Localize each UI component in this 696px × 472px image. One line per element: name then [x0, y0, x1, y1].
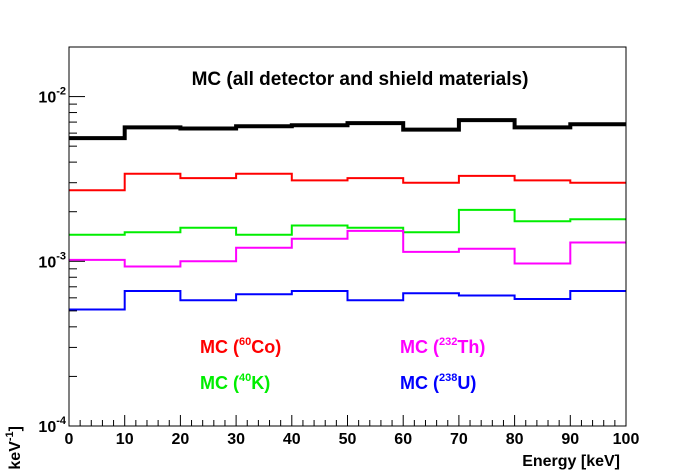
- x-tick-label: 20: [172, 431, 190, 448]
- y-tick-label: 10-4: [38, 415, 66, 436]
- x-tick-label: 40: [283, 431, 301, 448]
- chart-title: MC (all detector and shield materials): [192, 69, 529, 90]
- x-axis-title: Energy [keV]: [522, 453, 620, 470]
- y-tick-label: 10-3: [38, 250, 66, 271]
- x-tick-label: 50: [339, 431, 357, 448]
- series-line-mc-238u: [69, 290, 626, 311]
- series-layer: [69, 118, 626, 311]
- series-line-total: [69, 118, 626, 141]
- y-axis: 10-4 10-3 10-2: [38, 46, 85, 436]
- series-line-mc-232th: [69, 229, 626, 268]
- legend-entry-k40: MC (40K): [200, 372, 270, 393]
- x-tick-label: 30: [227, 431, 245, 448]
- legend-entry-th232: MC (232Th): [400, 336, 485, 357]
- legend: MC (60Co) MC (232Th) MC (40K) MC (238U): [200, 336, 485, 393]
- x-tick-label: 10: [116, 431, 134, 448]
- x-tick-label: 80: [506, 431, 524, 448]
- x-tick-label: 60: [394, 431, 412, 448]
- x-axis: 0 10 20 30 40 50 60 70 80 90 100: [65, 415, 640, 448]
- x-tick-label: 0: [65, 431, 74, 448]
- legend-entry-co60: MC (60Co): [200, 336, 281, 357]
- x-tick-label: 70: [450, 431, 468, 448]
- x-tick-label: 100: [613, 431, 640, 448]
- x-tick-label: 90: [561, 431, 579, 448]
- series-line-mc-40k: [69, 208, 626, 236]
- legend-entry-u238: MC (238U): [400, 372, 476, 393]
- y-axis-title: Rate [events kg-1 day-1 keV-1]: [4, 426, 24, 472]
- y-tick-label: 10-2: [38, 86, 66, 107]
- series-line-mc-60co: [69, 172, 626, 192]
